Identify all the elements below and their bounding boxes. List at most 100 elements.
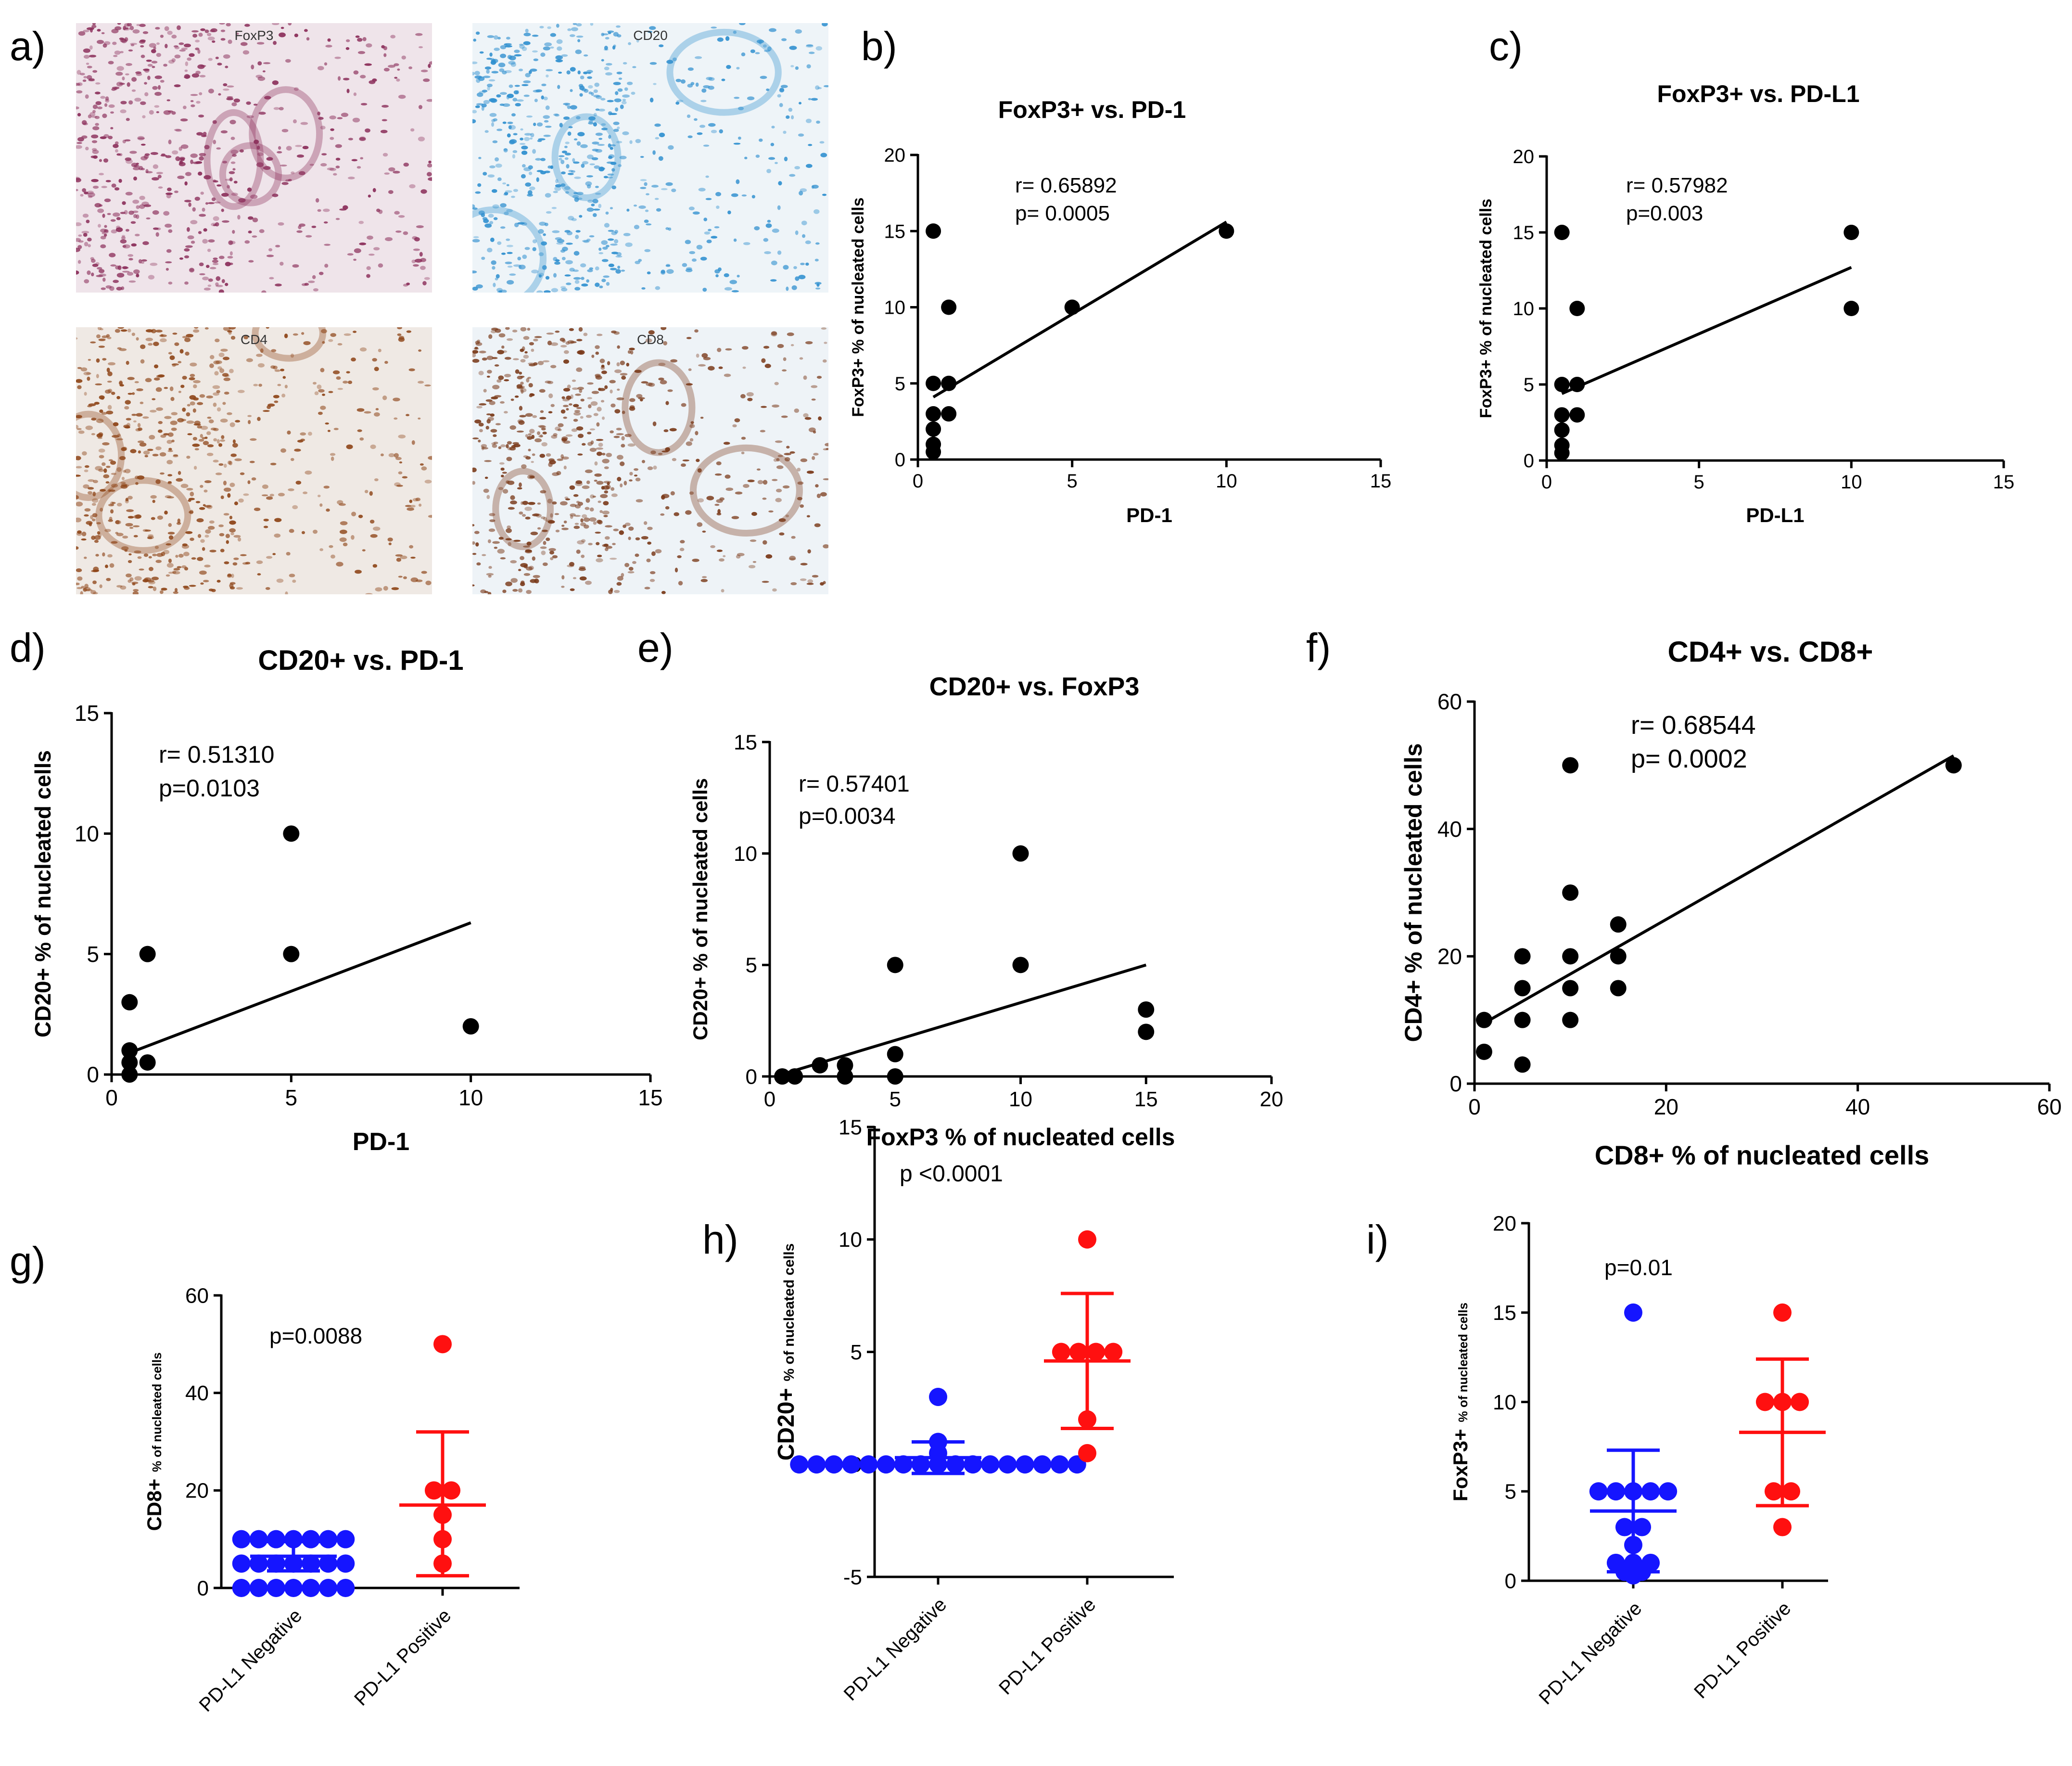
data-point <box>1219 223 1234 239</box>
tissue-cell <box>140 39 146 42</box>
tissue-cell <box>199 273 205 275</box>
panel-letter-e: e) <box>637 625 674 670</box>
tissue-cell <box>715 274 719 278</box>
tissue-cell <box>615 107 619 112</box>
tissue-cell <box>406 414 410 416</box>
tissue-cell <box>160 80 165 83</box>
tissue-cell <box>147 537 153 539</box>
tissue-cell <box>715 192 722 196</box>
tissue-cell <box>770 142 775 146</box>
tissue-cell <box>621 436 625 441</box>
tissue-cell <box>819 141 825 144</box>
tissue-cell <box>323 486 330 489</box>
tissue-cell <box>197 49 201 54</box>
tissue-cell <box>767 46 772 51</box>
tissue-cell <box>569 485 575 490</box>
tissue-cell <box>208 278 213 282</box>
tissue-cell <box>766 88 770 91</box>
tissue-cell <box>504 211 509 216</box>
tissue-cell <box>545 193 551 198</box>
tissue-cell <box>521 150 528 155</box>
tissue-cell <box>726 65 731 69</box>
tissue-cell <box>199 570 207 575</box>
tissue-cell <box>555 55 563 60</box>
tissue-cell <box>208 89 214 94</box>
tissue-cell <box>809 51 815 54</box>
tissue-cell <box>479 350 486 354</box>
tissue-cell <box>223 487 231 492</box>
tissue-cell <box>216 284 223 287</box>
tissue-cell <box>380 453 384 457</box>
tissue-cell <box>588 116 596 121</box>
tissue-cell <box>494 35 498 40</box>
data-point <box>1554 225 1570 240</box>
tissue-gland <box>551 113 622 201</box>
tissue-gland <box>219 142 282 206</box>
tissue-cell <box>731 290 739 293</box>
tissue-cell <box>197 64 205 69</box>
tissue-cell <box>372 564 378 568</box>
tissue-cell <box>335 166 340 169</box>
tissue-cell <box>108 104 115 108</box>
tissue-cell <box>739 23 746 26</box>
tissue-cell <box>365 128 370 133</box>
tissue-cell <box>171 412 178 416</box>
tissue-cell <box>274 518 282 522</box>
tissue-cell <box>573 525 580 529</box>
tissue-cell <box>91 536 96 540</box>
tissue-cell <box>78 31 86 36</box>
tissue-cell <box>101 32 105 35</box>
tissue-cell <box>515 369 520 374</box>
tissue-cell <box>88 479 95 482</box>
tissue-cell <box>496 94 501 98</box>
tissue-cell <box>176 478 183 482</box>
tissue-cell <box>337 500 343 505</box>
tissue-cell <box>78 430 85 434</box>
tissue-cell <box>608 111 612 115</box>
tissue-cell <box>334 56 341 59</box>
tissue-cell <box>139 204 145 209</box>
tissue-cell <box>213 224 217 226</box>
tissue-cell <box>506 238 510 241</box>
stat-annotation: p=0.0103 <box>159 775 260 802</box>
data-point <box>1562 757 1579 774</box>
tissue-cell <box>816 283 820 287</box>
tissue-cell <box>364 411 371 414</box>
tissue-cell <box>603 176 608 179</box>
tissue-cell <box>690 82 695 86</box>
tissue-cell <box>586 238 591 242</box>
tissue-cell <box>564 274 571 277</box>
tissue-cell <box>613 528 619 532</box>
tissue-cell <box>112 435 120 438</box>
tissue-cell <box>115 227 123 232</box>
x-tick-label: 10 <box>1216 471 1237 492</box>
tissue-cell <box>136 337 139 341</box>
tissue-cell <box>374 412 380 417</box>
tissue-cell <box>184 248 190 252</box>
tissue-cell <box>171 58 176 63</box>
tissue-cell <box>606 282 610 286</box>
tissue-cell <box>520 327 527 332</box>
tissue-cell <box>257 417 261 421</box>
tissue-cell <box>513 189 519 192</box>
tissue-cell <box>217 63 222 66</box>
tissue-cell <box>247 415 252 417</box>
tissue-cell <box>146 217 151 220</box>
tissue-cell <box>76 145 82 149</box>
tissue-cell <box>258 384 262 387</box>
tissue-cell <box>489 98 496 102</box>
tissue-cell <box>174 588 178 592</box>
tissue-cell <box>133 214 137 218</box>
x-tick-label: 10 <box>1841 472 1862 493</box>
tissue-cell <box>102 232 105 234</box>
tissue-cell <box>424 277 430 280</box>
tissue-cell <box>318 411 323 415</box>
tissue-cell <box>646 223 652 226</box>
tissue-cell <box>250 194 258 199</box>
tissue-cell <box>795 66 799 70</box>
tissue-cell <box>164 387 168 389</box>
tissue-cell <box>190 153 198 158</box>
tissue-cell <box>736 179 740 184</box>
tissue-cell <box>638 205 646 209</box>
tissue-cell <box>400 555 407 560</box>
